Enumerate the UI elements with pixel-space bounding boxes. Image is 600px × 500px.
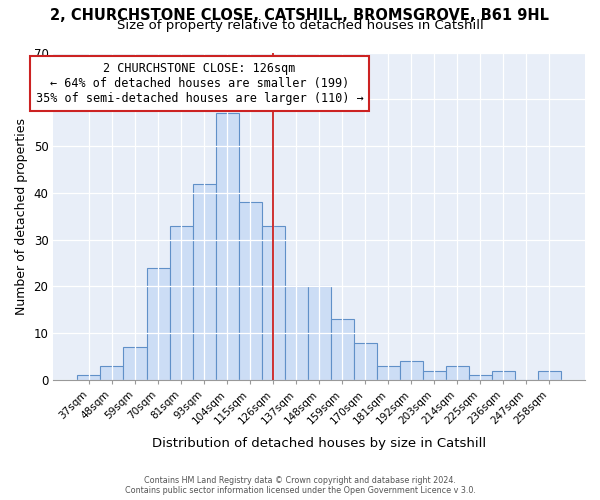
X-axis label: Distribution of detached houses by size in Catshill: Distribution of detached houses by size … (152, 437, 486, 450)
Bar (193, 184, 215, 380)
Bar (538, 370, 561, 380)
Bar (262, 226, 284, 380)
Bar (469, 376, 492, 380)
Bar (239, 202, 262, 380)
Bar (423, 370, 446, 380)
Bar (308, 286, 331, 380)
Bar (215, 114, 239, 380)
Bar (400, 362, 423, 380)
Bar (77, 376, 100, 380)
Text: Size of property relative to detached houses in Catshill: Size of property relative to detached ho… (116, 18, 484, 32)
Bar (377, 366, 400, 380)
Bar (353, 342, 377, 380)
Bar (100, 366, 124, 380)
Bar (331, 319, 353, 380)
Bar (146, 268, 170, 380)
Bar (170, 226, 193, 380)
Text: 2, CHURCHSTONE CLOSE, CATSHILL, BROMSGROVE, B61 9HL: 2, CHURCHSTONE CLOSE, CATSHILL, BROMSGRO… (50, 8, 550, 22)
Y-axis label: Number of detached properties: Number of detached properties (15, 118, 28, 315)
Text: Contains HM Land Registry data © Crown copyright and database right 2024.
Contai: Contains HM Land Registry data © Crown c… (125, 476, 475, 495)
Text: 2 CHURCHSTONE CLOSE: 126sqm
← 64% of detached houses are smaller (199)
35% of se: 2 CHURCHSTONE CLOSE: 126sqm ← 64% of det… (35, 62, 364, 106)
Bar (124, 348, 146, 380)
Bar (446, 366, 469, 380)
Bar (492, 370, 515, 380)
Bar (284, 286, 308, 380)
